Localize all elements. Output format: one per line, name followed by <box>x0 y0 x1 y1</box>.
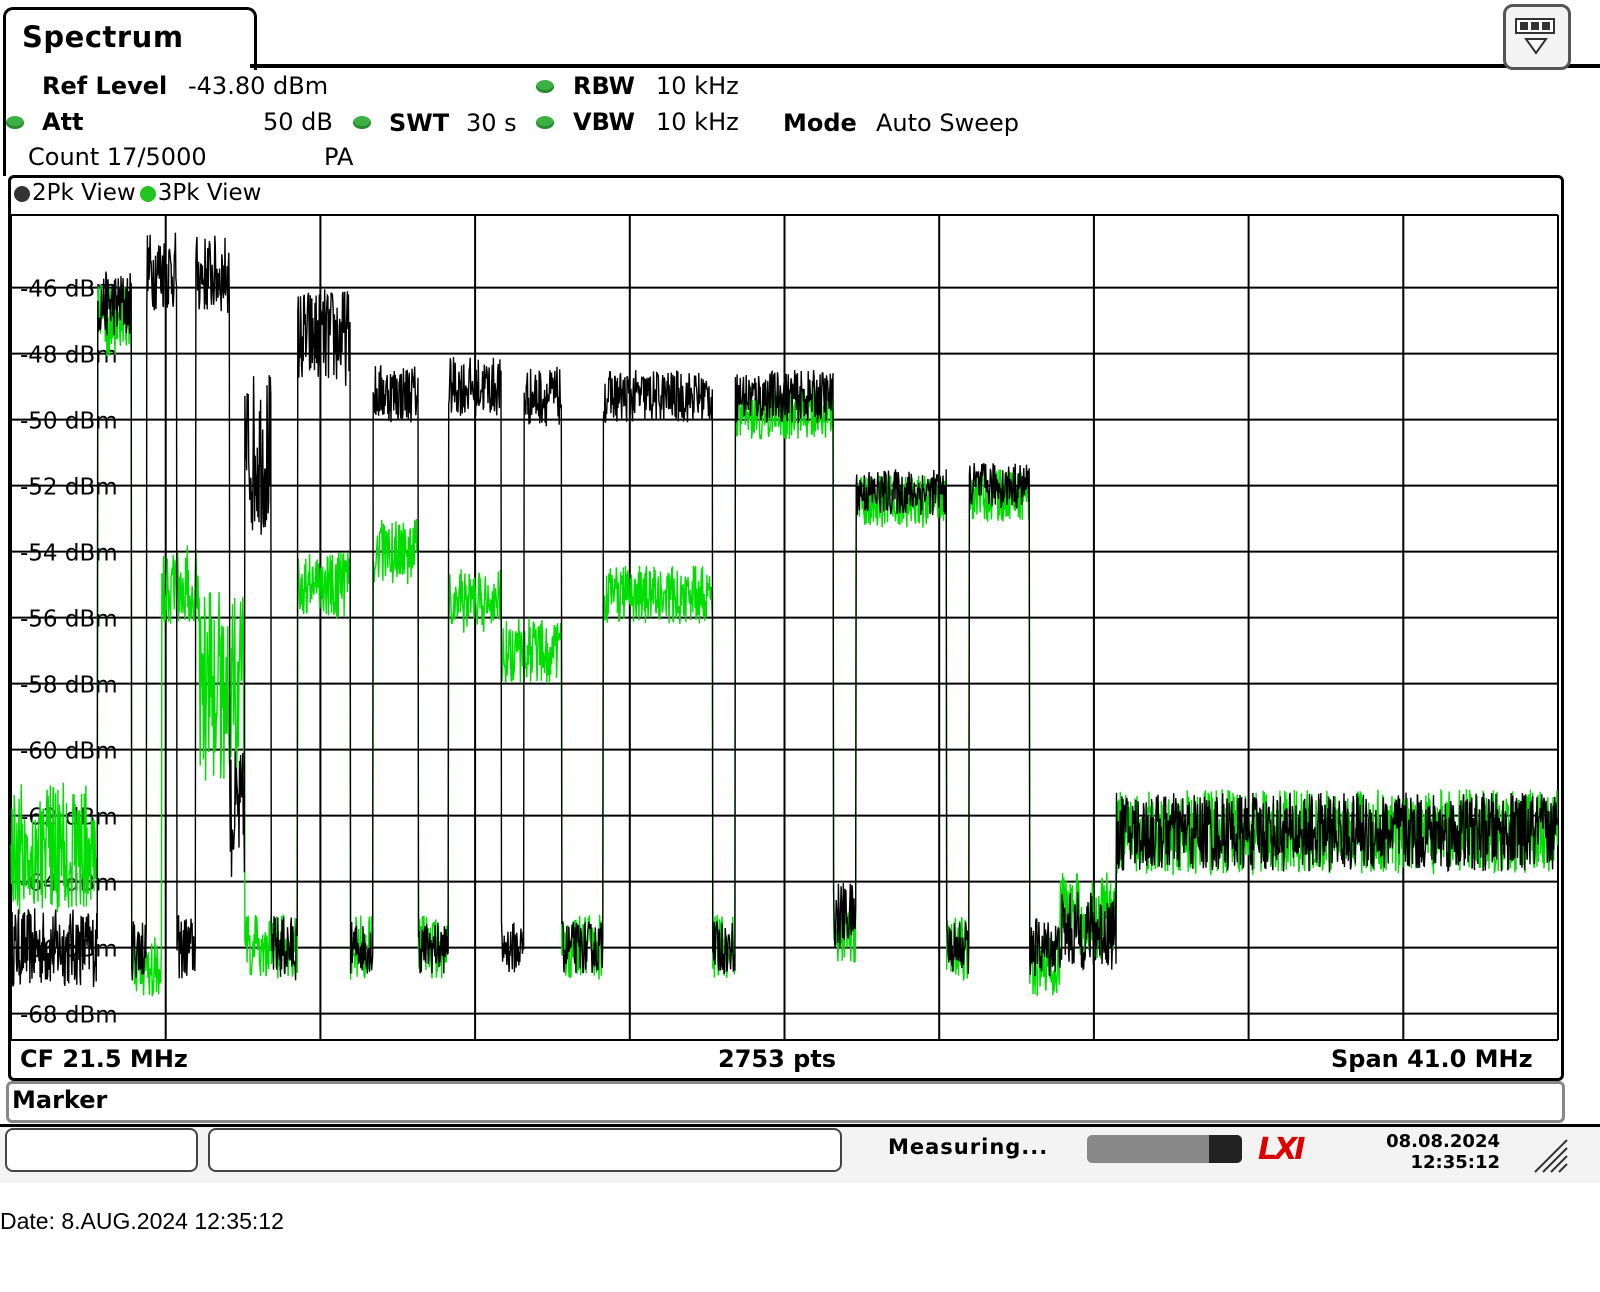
y-tick-label: -60 dBm <box>20 739 118 765</box>
resize-grip-icon[interactable] <box>1533 1138 1569 1174</box>
y-tick-label: -52 dBm <box>20 475 118 501</box>
y-tick-label: -50 dBm <box>20 409 118 435</box>
y-tick-label: -68 dBm <box>20 1003 118 1029</box>
lxi-logo: LXI <box>1258 1132 1302 1167</box>
status-date: 08.08.2024 <box>1360 1131 1500 1152</box>
sweep-progress-bar <box>1087 1135 1242 1163</box>
span: Span 41.0 MHz <box>1331 1045 1533 1073</box>
y-tick-label: -58 dBm <box>20 673 118 699</box>
y-tick-label: -48 dBm <box>20 343 118 369</box>
status-field-2[interactable] <box>208 1128 842 1172</box>
marker-table[interactable] <box>6 1081 1565 1123</box>
status-field-1[interactable] <box>5 1128 198 1172</box>
y-tick-label: -54 dBm <box>20 541 118 567</box>
y-tick-label: -56 dBm <box>20 607 118 633</box>
center-frequency: CF 21.5 MHz <box>20 1045 188 1073</box>
marker-label: Marker <box>12 1086 107 1114</box>
date-line: Date: 8.AUG.2024 12:35:12 <box>0 1208 284 1235</box>
sweep-points: 2753 pts <box>718 1045 836 1073</box>
status-time: 12:35:12 <box>1360 1152 1500 1173</box>
measuring-status: Measuring... <box>888 1135 1048 1159</box>
